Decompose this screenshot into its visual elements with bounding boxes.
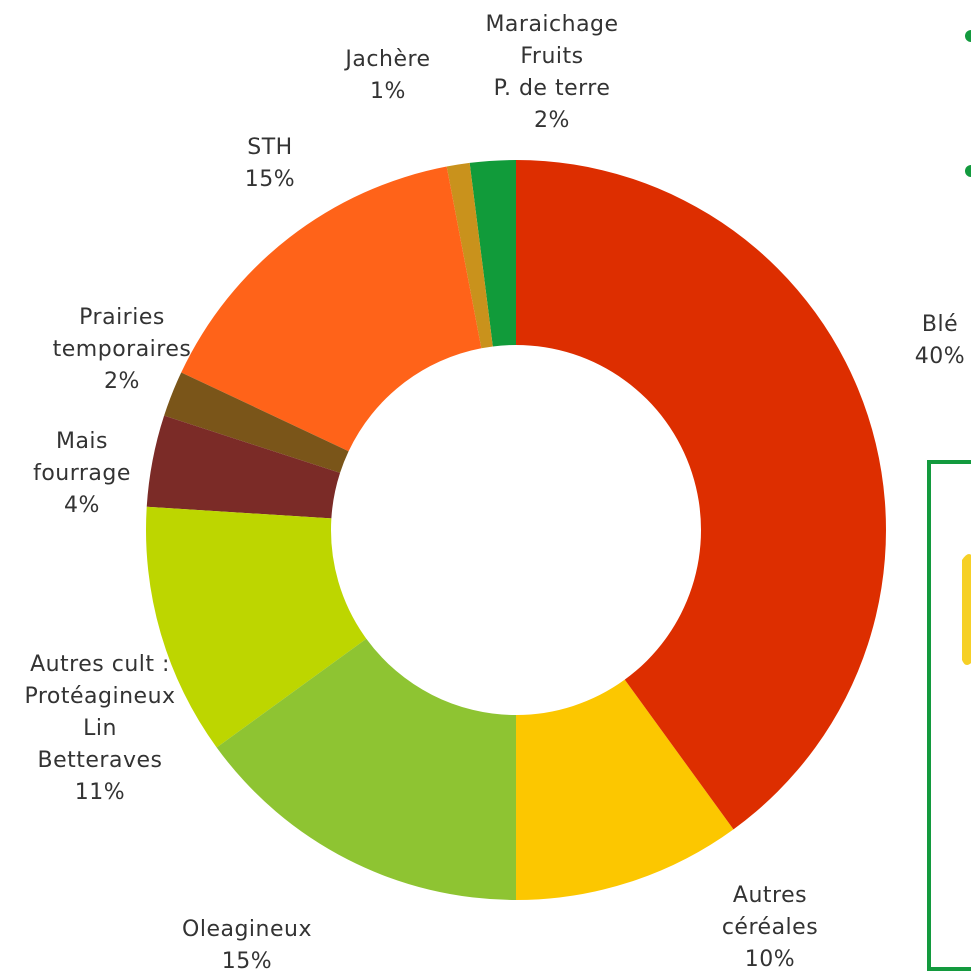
donut-slice: [181, 166, 482, 452]
donut-slice: [216, 638, 517, 900]
slice-label: Autres cult : Protéagineux Lin Betterave…: [24, 652, 176, 773]
slice-value-label: 15%: [221, 949, 273, 974]
slice-value-label: 40%: [914, 344, 966, 369]
donut-slice: [516, 679, 734, 900]
slice-label: Jachère: [345, 47, 431, 72]
donut-slice: [446, 162, 493, 349]
logo-fragment: [962, 554, 971, 665]
side-panel: [927, 460, 971, 971]
bullet: [965, 30, 971, 42]
donut-slice: [146, 415, 341, 519]
bullet: [965, 165, 971, 177]
slice-label: Blé: [921, 312, 959, 337]
slice-label: Oleagineux: [182, 917, 312, 942]
slice-value-label: 4%: [64, 493, 100, 518]
donut-slice: [516, 160, 887, 830]
slice-value-label: 1%: [370, 79, 406, 104]
slice-label: Maraichage Fruits P. de terre: [485, 12, 619, 101]
slice-label: STH: [247, 135, 293, 160]
slice-value-label: 15%: [244, 167, 296, 192]
slice-label: Mais fourrage: [33, 429, 131, 486]
slice-value-label: 10%: [744, 947, 796, 972]
slice-label: Prairies temporaires: [52, 305, 192, 362]
slice-label: Autres céréales: [721, 883, 819, 940]
donut-slice: [146, 506, 367, 748]
donut-slice: [469, 160, 516, 347]
slice-value-label: 2%: [534, 108, 570, 133]
donut-slice: [164, 372, 349, 473]
slice-value-label: 2%: [104, 369, 140, 394]
slice-value-label: 11%: [74, 780, 126, 805]
